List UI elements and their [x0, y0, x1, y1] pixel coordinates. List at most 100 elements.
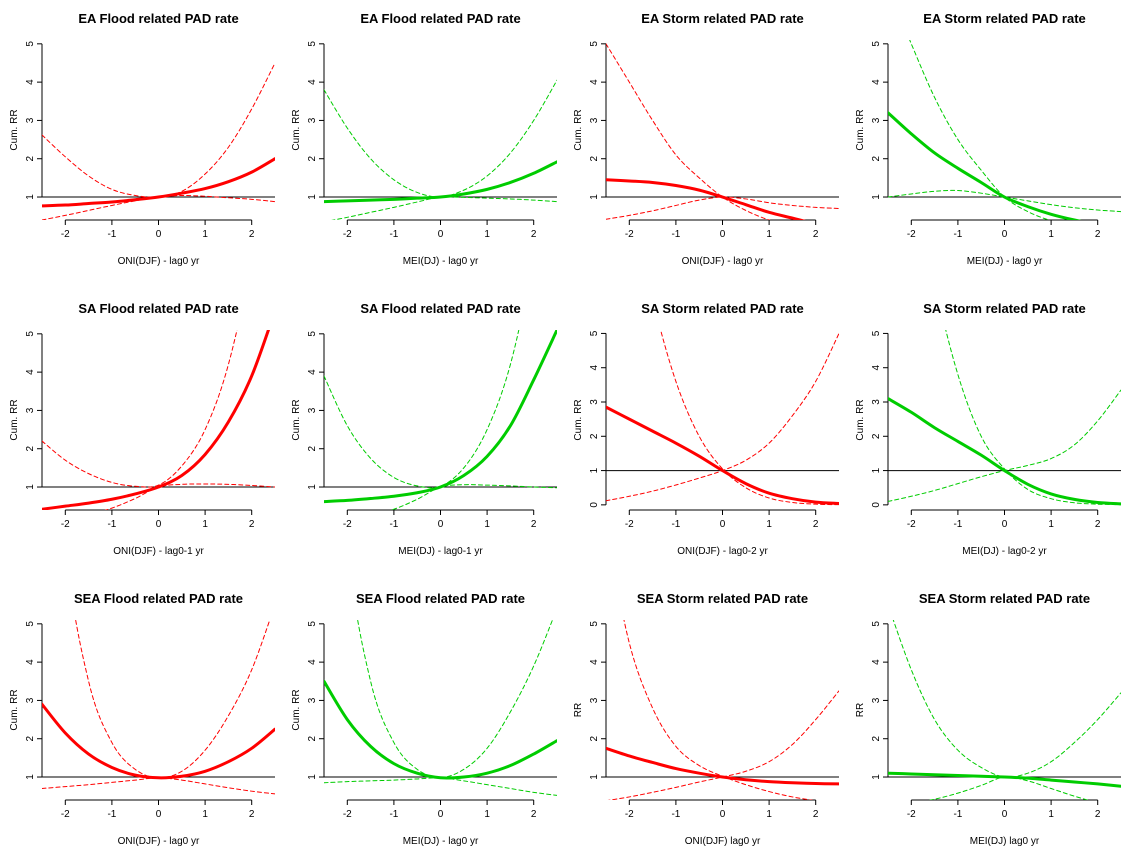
- chart-title: SEA Storm related PAD rate: [919, 591, 1090, 606]
- x-tick-label: -1: [953, 809, 962, 820]
- chart-panel-7: SA Storm related PAD rate 0 1 2 3 4 5 -2 -1 0 1 2 ON…: [564, 290, 846, 573]
- series-lower-line: [606, 196, 839, 220]
- x-tick-label: -2: [625, 229, 634, 240]
- series-upper-line: [606, 43, 771, 220]
- chart-svg-9: SEA Flood related PAD rate 1 2 3 4 5 -2 -1 0 1 2 ON…: [9, 591, 275, 847]
- series-estimate-line: [888, 111, 1082, 220]
- plot-area: [606, 330, 839, 510]
- chart-title: EA Flood related PAD rate: [360, 11, 520, 26]
- chart-svg-6: SA Flood related PAD rate 1 2 3 4 5 -2 -1 0 1 2 MEI…: [291, 301, 557, 557]
- y-tick-label: 3: [871, 117, 882, 123]
- x-tick-label: 1: [484, 519, 490, 530]
- y-axis-label: Cum. RR: [9, 689, 20, 730]
- chart-svg-11: SEA Storm related PAD rate 1 2 3 4 5 -2 -1 0 1 2 ON…: [573, 591, 839, 847]
- chart-title: SA Storm related PAD rate: [641, 301, 804, 316]
- plot-content: [42, 62, 275, 220]
- plot-area: [324, 330, 557, 510]
- y-tick-label: 1: [25, 484, 36, 490]
- x-tick-label: 2: [249, 519, 255, 530]
- y-axis-label: Cum. RR: [291, 109, 302, 150]
- y-tick-label: 1: [25, 774, 36, 780]
- series-lower-line: [888, 389, 1121, 502]
- chart-panel-10: SEA Flood related PAD rate 1 2 3 4 5 -2 -1 0 1 2 ME…: [282, 580, 564, 863]
- y-tick-label: 1: [307, 484, 318, 490]
- chart-title: SEA Flood related PAD rate: [356, 591, 525, 606]
- x-tick-label: -1: [671, 809, 680, 820]
- plot-content: [324, 79, 557, 220]
- x-axis-label: ONI(DJF) - lag0-1 yr: [113, 546, 204, 557]
- y-tick-label: 5: [871, 41, 882, 47]
- x-tick-label: -2: [61, 229, 70, 240]
- series-lower-line: [42, 194, 275, 220]
- y-tick-label: 2: [25, 156, 36, 162]
- y-tick-label: 2: [307, 446, 318, 452]
- x-tick-label: -2: [343, 809, 352, 820]
- x-tick-label: 1: [766, 809, 772, 820]
- series-lower-line: [389, 484, 557, 510]
- series-lower-line: [331, 196, 557, 220]
- y-tick-label: 2: [589, 736, 600, 742]
- x-tick-label: -1: [389, 809, 398, 820]
- y-tick-label: 5: [25, 41, 36, 47]
- plot-content: [888, 620, 1121, 800]
- y-tick-label: 3: [589, 697, 600, 703]
- series-estimate-line: [324, 330, 557, 504]
- series-lower-line: [606, 332, 839, 502]
- chart-title: SA Flood related PAD rate: [78, 301, 238, 316]
- series-estimate-line: [42, 330, 271, 510]
- chart-panel-2: EA Flood related PAD rate 1 2 3 4 5 -2 -1 0 1 2 MEI…: [282, 0, 564, 283]
- x-tick-label: -2: [907, 519, 916, 530]
- series-estimate-line: [42, 702, 275, 780]
- y-tick-label: 3: [307, 697, 318, 703]
- x-tick-label: 1: [1048, 809, 1054, 820]
- series-upper-line: [660, 330, 839, 506]
- y-tick-label: 5: [871, 621, 882, 627]
- y-tick-label: 4: [25, 369, 36, 375]
- series-upper-line: [42, 330, 238, 488]
- y-tick-label: 3: [871, 399, 882, 405]
- x-tick-label: 2: [813, 519, 819, 530]
- y-tick-label: 4: [25, 659, 36, 665]
- y-tick-label: 5: [307, 41, 318, 47]
- x-axis-label: MEI(DJ) - lag0 yr: [403, 836, 479, 847]
- y-tick-label: 2: [307, 736, 318, 742]
- x-tick-label: 0: [1002, 519, 1008, 530]
- x-tick-label: 0: [156, 229, 162, 240]
- chart-title: SEA Flood related PAD rate: [74, 591, 243, 606]
- y-tick-label: 2: [871, 156, 882, 162]
- x-tick-label: 2: [1095, 809, 1101, 820]
- series-lower-line: [104, 483, 275, 510]
- plot-area: [324, 40, 557, 220]
- series-estimate-line: [42, 157, 275, 208]
- chart-svg-5: SA Flood related PAD rate 1 2 3 4 5 -2 -1 0 1 2 ONI…: [9, 301, 275, 557]
- x-tick-label: 1: [1048, 229, 1054, 240]
- y-tick-label: 1: [25, 194, 36, 200]
- x-tick-label: 0: [156, 519, 162, 530]
- plot-content: [42, 330, 275, 510]
- chart-panel-4: EA Storm related PAD rate 1 2 3 4 5 -2 -1 0 1 2 MEI…: [846, 0, 1128, 283]
- x-axis-label: MEI(DJ) - lag0 yr: [403, 256, 479, 267]
- y-tick-label: 4: [307, 79, 318, 85]
- y-tick-label: 1: [871, 467, 882, 473]
- y-axis-label: Cum. RR: [9, 399, 20, 440]
- y-tick-label: 3: [307, 117, 318, 123]
- y-tick-label: 0: [871, 502, 882, 508]
- y-axis-label: Cum. RR: [9, 109, 20, 150]
- x-tick-label: 1: [202, 809, 208, 820]
- x-tick-label: 0: [156, 809, 162, 820]
- x-axis-label: ONI(DJF) lag0 yr: [685, 836, 761, 847]
- chart-svg-12: SEA Storm related PAD rate 1 2 3 4 5 -2 -1 0 1 2 ME…: [855, 591, 1121, 847]
- x-tick-label: 0: [438, 229, 444, 240]
- x-tick-label: 2: [531, 229, 537, 240]
- plot-content: [606, 43, 839, 220]
- y-tick-label: 3: [307, 407, 318, 413]
- x-tick-label: 2: [1095, 519, 1101, 530]
- x-tick-label: -2: [907, 229, 916, 240]
- y-tick-label: 5: [25, 331, 36, 337]
- x-tick-label: -1: [107, 519, 116, 530]
- y-tick-label: 1: [589, 194, 600, 200]
- x-axis-label: ONI(DJF) - lag0 yr: [118, 256, 200, 267]
- y-tick-label: 1: [307, 774, 318, 780]
- y-tick-label: 2: [589, 156, 600, 162]
- series-estimate-line: [606, 405, 839, 505]
